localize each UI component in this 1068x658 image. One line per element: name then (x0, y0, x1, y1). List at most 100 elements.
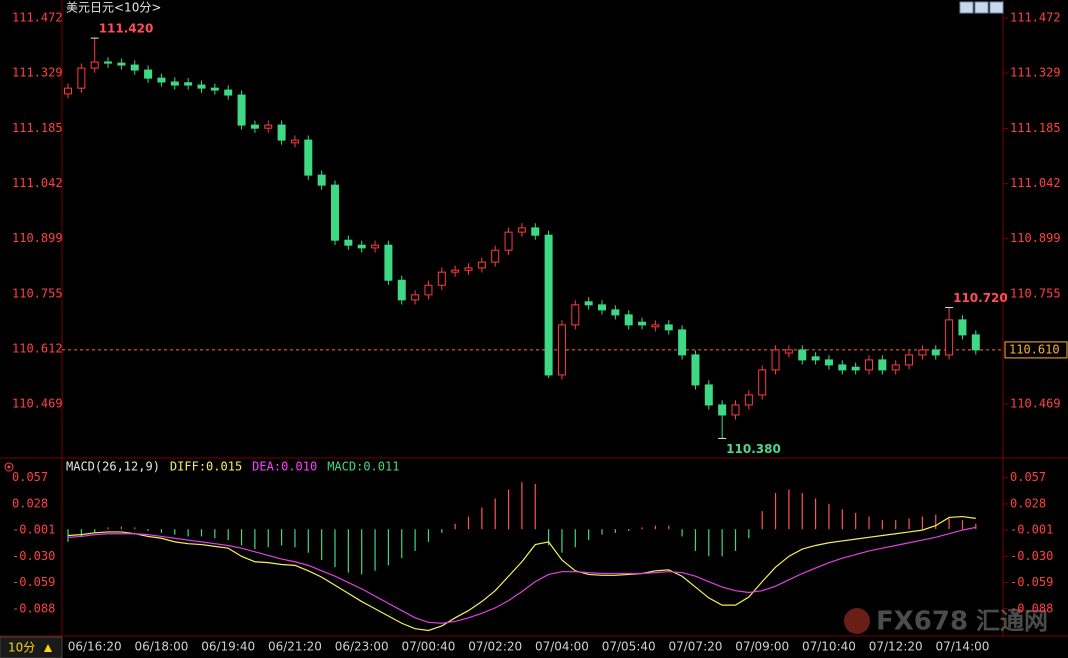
candle-body (157, 77, 166, 83)
candle-body (517, 227, 526, 233)
candle-body (144, 69, 153, 79)
icon[interactable] (974, 1, 989, 14)
watermark-name: 汇通网 (976, 607, 1048, 635)
candle-body (491, 249, 500, 263)
candle-body (718, 404, 727, 416)
y-tick-label: 0.057 (12, 470, 48, 484)
candle-body (624, 314, 633, 326)
x-tick-label: 07/00:40 (401, 640, 455, 654)
y-tick-label: 111.185 (1010, 121, 1061, 135)
y-tick-label: 0.057 (1010, 470, 1046, 484)
x-tick-label: 06/16:20 (68, 640, 122, 654)
candle-body (344, 239, 353, 246)
extreme-label: 111.420 (99, 22, 154, 36)
y-tick-label: 110.612 (12, 342, 63, 356)
x-tick-label: 06/18:00 (134, 640, 188, 654)
candle-body (451, 269, 460, 273)
x-tick-label: 07/10:40 (802, 640, 856, 654)
indicator-header: DIFF:0.015 (170, 460, 242, 474)
candle-body (811, 356, 820, 361)
candle-body (437, 271, 446, 286)
candle-body (277, 124, 286, 141)
icon[interactable] (989, 1, 1004, 14)
candle-body (824, 359, 833, 366)
candle-body (758, 369, 767, 396)
y-tick-label: 111.329 (12, 66, 63, 80)
candle-body (424, 284, 433, 296)
x-tick-label: 07/09:00 (735, 640, 789, 654)
candle-body (250, 124, 259, 129)
candle-body (357, 244, 366, 249)
y-tick-label: -0.030 (1010, 549, 1053, 563)
candle-body (931, 349, 940, 356)
candle-body (477, 261, 486, 269)
x-tick-label: 07/02:20 (468, 640, 522, 654)
indicator-icon[interactable] (4, 462, 14, 472)
indicator-header: MACD(26,12,9) (66, 460, 160, 474)
y-tick-label: 110.899 (12, 231, 63, 245)
candle-body (411, 294, 420, 301)
candle-body (117, 62, 126, 66)
candle-body (290, 139, 299, 144)
icon[interactable] (959, 1, 974, 14)
y-tick-label: -0.059 (1010, 575, 1053, 589)
toolbar-icons[interactable] (959, 1, 1004, 14)
candle-body (945, 319, 954, 356)
candle-body (557, 324, 566, 376)
candle-body (851, 366, 860, 371)
y-tick-label: 111.185 (12, 121, 63, 135)
candle-body (971, 334, 980, 351)
y-tick-label: 111.042 (1010, 176, 1061, 190)
candle-body (784, 349, 793, 354)
candle-body (704, 384, 713, 406)
y-tick-label: -0.030 (12, 549, 55, 563)
candle-body (584, 301, 593, 306)
x-tick-label: 07/05:40 (602, 640, 656, 654)
candle-body (64, 87, 72, 95)
indicator-line (67, 515, 976, 632)
y-tick-label: -0.059 (12, 575, 55, 589)
y-tick-label: 111.042 (12, 176, 63, 190)
candle-body (384, 244, 393, 281)
current-price-label: 110.610 (1009, 342, 1060, 356)
button-arrow[interactable] (44, 644, 52, 652)
candle-body (544, 234, 553, 376)
y-tick-label: -0.001 (1010, 523, 1053, 537)
candle-body (304, 139, 313, 176)
candle-body (104, 61, 113, 64)
extreme-label: 110.720 (953, 291, 1008, 305)
candle-body (397, 279, 406, 301)
indicator-header: MACD:0.011 (327, 460, 399, 474)
y-tick-label: 0.028 (1010, 496, 1046, 510)
current-price-box (1004, 341, 1068, 359)
candle-body (798, 349, 807, 361)
candle-body (638, 321, 647, 326)
watermark-brand: FX678 (876, 607, 968, 637)
candle-body (838, 364, 847, 371)
candle-body (264, 124, 273, 129)
y-tick-label: 111.329 (1010, 66, 1061, 80)
candle-body (571, 304, 580, 326)
period-button[interactable]: 10分 (0, 636, 63, 658)
y-tick-label: -0.088 (12, 601, 55, 615)
button-box[interactable] (0, 636, 63, 658)
y-tick-label: 110.469 (1010, 397, 1061, 411)
candle-body (611, 309, 620, 316)
candle-body (878, 359, 887, 371)
candle-body (210, 87, 219, 91)
y-tick-label: 111.472 (12, 11, 63, 25)
y-tick-label: -0.088 (1010, 601, 1053, 615)
y-tick-label: 110.899 (1010, 231, 1061, 245)
candle-body (664, 324, 673, 331)
y-tick-label: 110.755 (1010, 287, 1061, 301)
candle-body (504, 231, 513, 251)
x-tick-label: 07/04:00 (535, 640, 589, 654)
y-tick-label: -0.001 (12, 523, 55, 537)
candle-body (958, 319, 967, 336)
indicator-line (67, 526, 976, 624)
candle-body (184, 82, 193, 86)
button-label[interactable]: 10分 (8, 641, 35, 655)
candle-body (90, 61, 99, 69)
candle-body (771, 349, 780, 371)
